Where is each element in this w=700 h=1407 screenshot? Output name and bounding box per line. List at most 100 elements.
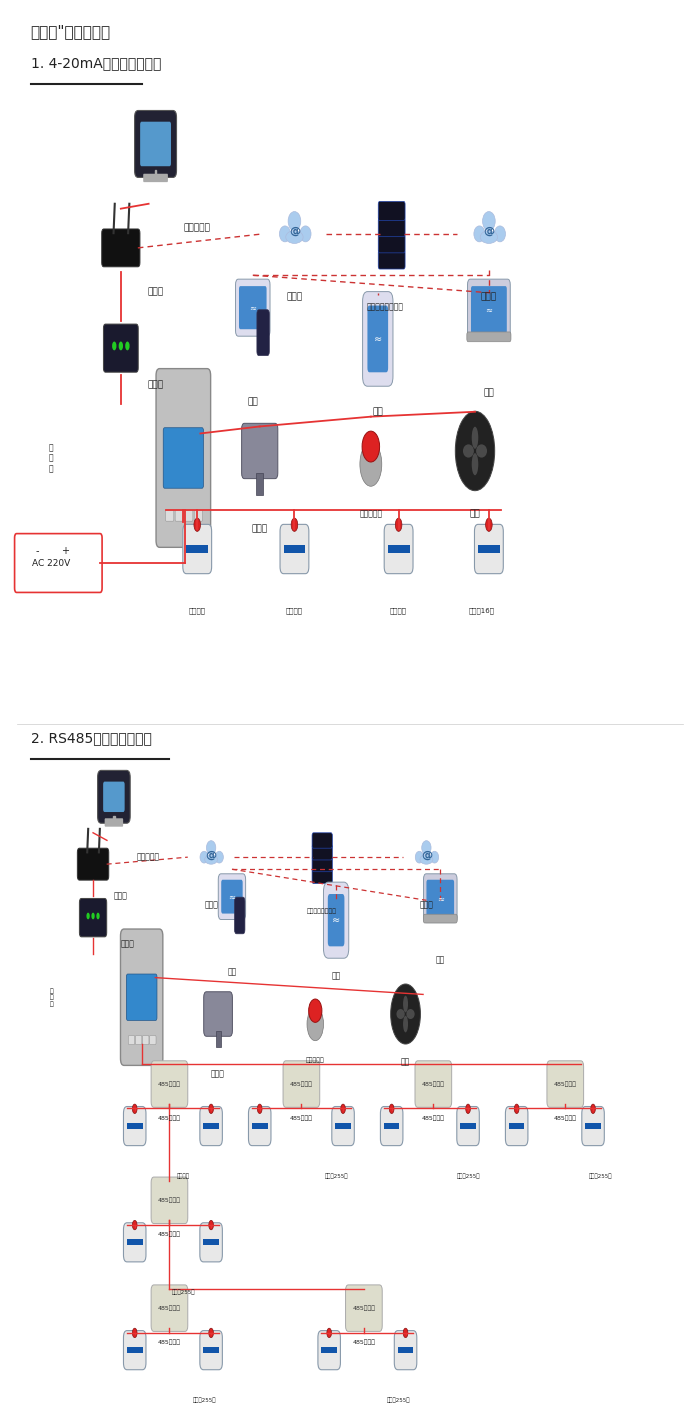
- Ellipse shape: [286, 231, 303, 243]
- FancyBboxPatch shape: [135, 1036, 142, 1044]
- Text: 可连接255台: 可连接255台: [172, 1289, 195, 1294]
- FancyBboxPatch shape: [241, 424, 278, 478]
- Ellipse shape: [480, 231, 498, 243]
- FancyBboxPatch shape: [15, 533, 102, 592]
- Ellipse shape: [407, 1009, 414, 1019]
- Text: ≈: ≈: [485, 305, 492, 314]
- FancyBboxPatch shape: [163, 428, 204, 488]
- FancyBboxPatch shape: [144, 173, 168, 182]
- FancyBboxPatch shape: [368, 305, 388, 373]
- Text: -: -: [36, 546, 39, 556]
- FancyBboxPatch shape: [239, 286, 267, 329]
- Ellipse shape: [403, 996, 408, 1013]
- Text: 485中继器: 485中继器: [158, 1306, 181, 1311]
- Ellipse shape: [421, 841, 431, 855]
- Ellipse shape: [215, 851, 223, 862]
- Ellipse shape: [430, 851, 439, 862]
- FancyBboxPatch shape: [363, 291, 393, 387]
- Circle shape: [258, 1104, 262, 1113]
- FancyBboxPatch shape: [218, 874, 246, 920]
- Text: 互联网: 互联网: [419, 900, 433, 909]
- Text: 信号输出: 信号输出: [189, 608, 206, 615]
- FancyBboxPatch shape: [378, 201, 405, 221]
- FancyBboxPatch shape: [505, 1106, 528, 1145]
- Circle shape: [327, 1328, 332, 1338]
- Text: 互联网: 互联网: [286, 293, 302, 301]
- Circle shape: [466, 1104, 470, 1113]
- Circle shape: [209, 1220, 214, 1230]
- FancyBboxPatch shape: [78, 848, 108, 881]
- Circle shape: [132, 1104, 137, 1113]
- Text: @: @: [206, 850, 217, 860]
- Circle shape: [591, 1104, 596, 1113]
- Text: 信号输出: 信号输出: [390, 608, 407, 615]
- FancyBboxPatch shape: [378, 250, 405, 269]
- Text: 485中继器: 485中继器: [352, 1306, 375, 1311]
- Bar: [203, 1346, 219, 1354]
- Text: 可连接16个: 可连接16个: [469, 608, 495, 615]
- Text: @: @: [289, 225, 300, 236]
- Bar: [216, 1031, 220, 1047]
- Text: 可连接255台: 可连接255台: [456, 1173, 480, 1179]
- Bar: [478, 545, 500, 553]
- Text: 电脑: 电脑: [228, 967, 237, 976]
- Ellipse shape: [463, 445, 474, 457]
- Text: 电磁阀: 电磁阀: [252, 525, 268, 533]
- FancyBboxPatch shape: [123, 1331, 146, 1370]
- Text: ≈: ≈: [228, 892, 235, 900]
- FancyBboxPatch shape: [283, 1061, 320, 1107]
- Bar: [585, 1123, 601, 1130]
- FancyBboxPatch shape: [102, 229, 140, 267]
- Text: ≈: ≈: [374, 333, 382, 343]
- FancyBboxPatch shape: [312, 844, 332, 860]
- Bar: [256, 473, 263, 495]
- FancyBboxPatch shape: [166, 511, 174, 521]
- Text: 可连接255台: 可连接255台: [324, 1173, 348, 1179]
- Circle shape: [209, 1104, 214, 1113]
- Circle shape: [118, 342, 123, 350]
- Ellipse shape: [415, 851, 424, 862]
- FancyBboxPatch shape: [128, 1036, 135, 1044]
- Circle shape: [341, 1104, 345, 1113]
- Ellipse shape: [472, 426, 478, 449]
- FancyBboxPatch shape: [312, 868, 332, 884]
- Text: 485中继器: 485中继器: [158, 1339, 181, 1345]
- Circle shape: [395, 518, 402, 532]
- Ellipse shape: [279, 227, 290, 242]
- FancyBboxPatch shape: [380, 1106, 403, 1145]
- Bar: [388, 545, 409, 553]
- Circle shape: [307, 1007, 323, 1041]
- Circle shape: [86, 913, 90, 919]
- Circle shape: [112, 342, 116, 350]
- Bar: [252, 1123, 267, 1130]
- Ellipse shape: [474, 227, 485, 242]
- Ellipse shape: [206, 841, 216, 855]
- FancyBboxPatch shape: [120, 929, 163, 1065]
- FancyBboxPatch shape: [143, 1036, 149, 1044]
- FancyArrow shape: [113, 816, 115, 820]
- FancyArrow shape: [155, 170, 156, 174]
- Text: 安帕尔网络服务器: 安帕尔网络服务器: [307, 908, 337, 913]
- FancyBboxPatch shape: [378, 234, 405, 253]
- Text: 485中继器: 485中继器: [422, 1116, 444, 1121]
- Bar: [127, 1240, 143, 1245]
- Circle shape: [403, 1328, 408, 1338]
- Text: @: @: [483, 225, 494, 236]
- Text: 可连接255台: 可连接255台: [193, 1397, 216, 1403]
- Text: ≈: ≈: [437, 893, 444, 903]
- FancyBboxPatch shape: [140, 121, 171, 166]
- Text: AC 220V: AC 220V: [32, 559, 71, 567]
- Ellipse shape: [300, 227, 311, 242]
- FancyBboxPatch shape: [475, 525, 503, 574]
- FancyBboxPatch shape: [547, 1061, 584, 1107]
- Bar: [127, 1123, 143, 1130]
- Circle shape: [391, 983, 421, 1044]
- Text: 可连接255台: 可连接255台: [588, 1173, 612, 1179]
- Text: 终端: 终端: [484, 388, 494, 397]
- Ellipse shape: [396, 1009, 405, 1019]
- Text: 手机: 手机: [332, 971, 341, 981]
- Ellipse shape: [200, 851, 208, 862]
- Text: 485中继器: 485中继器: [290, 1116, 313, 1121]
- Text: 信号输出: 信号输出: [177, 1173, 190, 1179]
- Text: 转换器: 转换器: [121, 940, 134, 948]
